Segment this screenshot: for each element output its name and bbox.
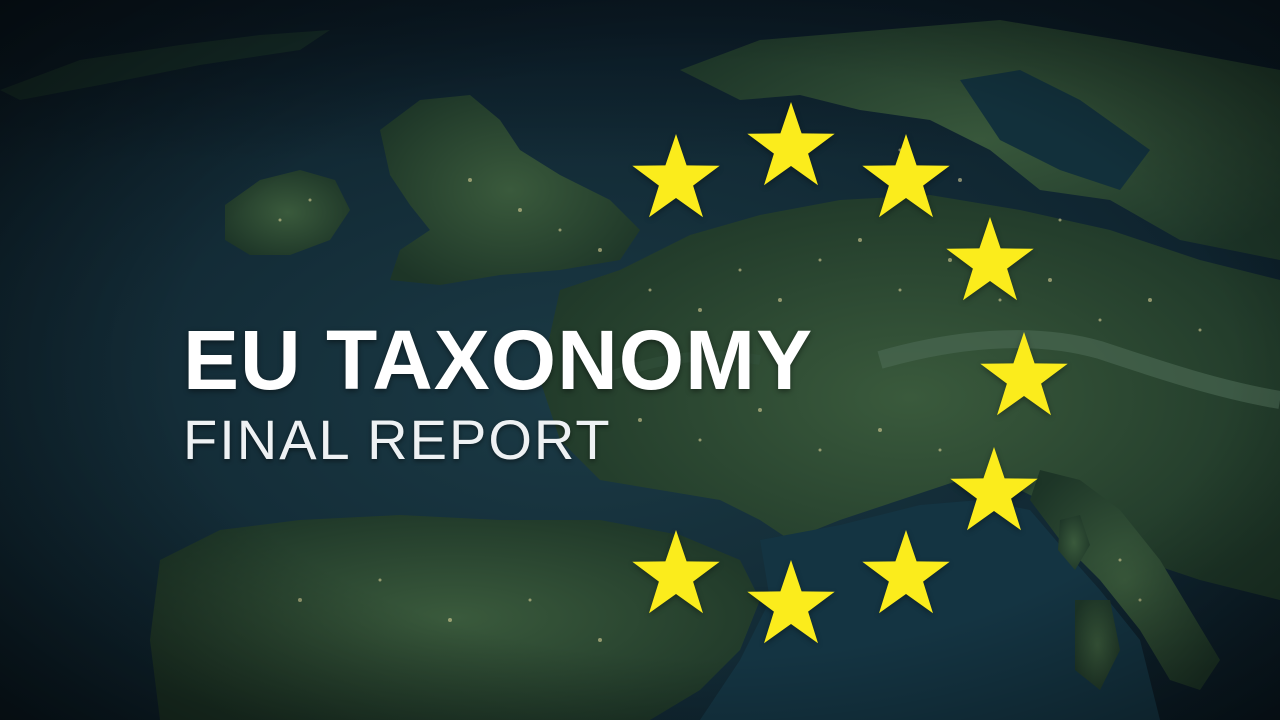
page-title: EU TAXONOMY xyxy=(183,313,814,407)
title-block: EU TAXONOMY FINAL REPORT xyxy=(183,318,813,468)
page-subtitle: FINAL REPORT xyxy=(183,408,612,471)
